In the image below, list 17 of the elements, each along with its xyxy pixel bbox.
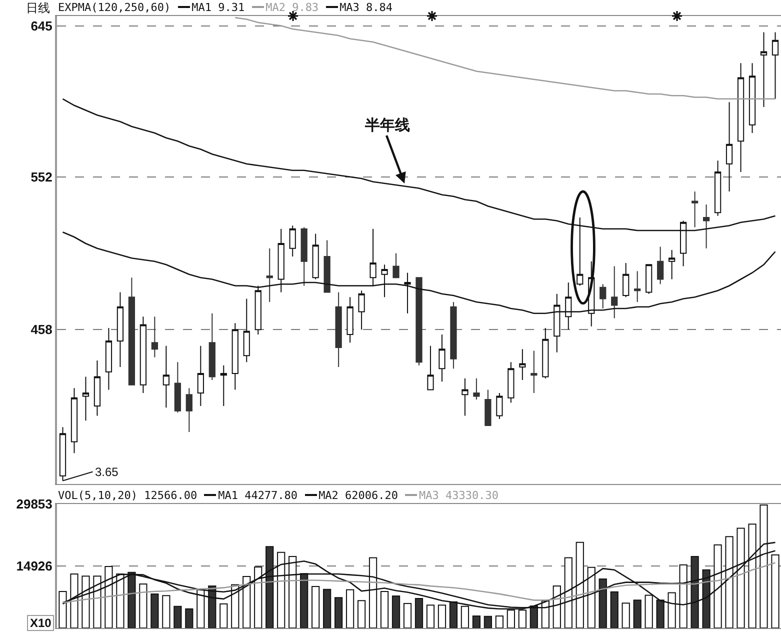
y-tick-label: 14926	[16, 558, 52, 574]
legend-label: MA2 9.83	[266, 1, 319, 14]
y-tick-label: 552	[30, 169, 52, 184]
legend-label: MA1 44277.80	[218, 489, 298, 502]
y-tick-label: 645	[30, 18, 52, 34]
legend-title: VOL(5,10,20) 12566.00	[58, 489, 198, 502]
legend-label: MA3 43330.30	[419, 489, 499, 502]
annotation: 3.65	[95, 465, 119, 479]
legend-label: MA3 8.84	[340, 1, 393, 14]
annotation: 半年线	[364, 116, 410, 134]
chart-title: 日线	[26, 0, 50, 17]
legend-title: EXPMA(120,250,60)	[58, 1, 171, 14]
y-axis-title: X10	[27, 615, 54, 631]
y-tick-label: 29853	[16, 496, 52, 512]
legend-label: MA2 62006.20	[318, 489, 398, 502]
y-tick-label: 458	[30, 322, 52, 338]
legend-label: MA1 9.31	[192, 1, 245, 14]
